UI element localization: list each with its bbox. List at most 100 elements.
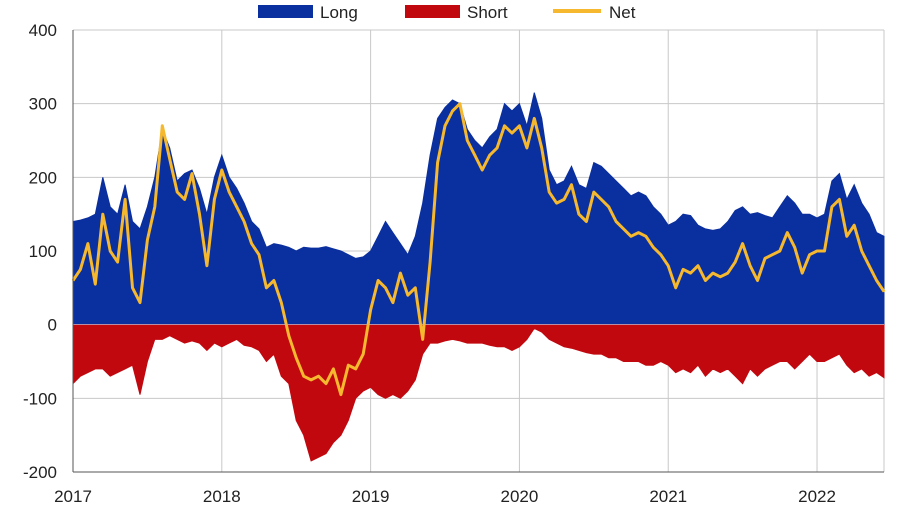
legend-item-net: Net [553,3,636,22]
net-data-point [154,206,156,208]
x-tick-label: 2022 [798,487,836,506]
legend-swatch-short [405,5,460,18]
net-data-point [779,250,781,252]
net-data-point [109,250,111,252]
net-data-point [474,154,476,156]
net-data-point [206,264,208,267]
y-tick-label: 400 [29,21,57,40]
net-data-point [161,125,164,127]
net-data-point [741,242,744,245]
net-data-point [607,206,610,208]
net-data-point [79,268,82,271]
net-data-point [846,235,848,238]
x-tick-label: 2020 [501,487,539,506]
net-data-point [875,279,878,282]
net-data-point [801,272,803,274]
net-data-point [347,364,350,367]
net-data-point [444,125,446,127]
net-data-point [87,242,89,245]
short-series-area [72,324,885,462]
net-data-point [570,183,573,186]
net-data-point [466,139,469,142]
net-data-point [548,191,550,193]
y-tick-label: 200 [29,168,57,187]
axes: 400 300 200 100 0 -100 -200 2017 2018 2019 2020 202… [23,21,884,506]
net-data-point [354,368,357,370]
net-data-point [622,228,625,230]
net-data-point [660,253,662,256]
net-data-point [213,198,216,201]
long-series-area [72,92,885,326]
net-data-point [384,287,387,289]
net-data-point [399,272,402,274]
net-data-point [593,191,595,193]
net-data-point [332,368,335,370]
net-data-point [183,198,186,201]
net-data-point [630,235,632,238]
net-data-point [280,301,283,304]
net-data-point [302,375,305,378]
net-data-point [265,287,268,289]
net-data-point [526,147,528,149]
net-data-point [146,239,149,241]
net-data-point [645,235,647,238]
net-data-point [637,231,640,234]
net-data-point [124,198,126,201]
net-data-point [697,264,699,267]
net-data-point [585,220,588,223]
net-data-point [273,279,275,282]
net-data-point [414,287,417,289]
net-data-point [578,213,580,215]
net-data-point [689,272,692,274]
net-data-point [250,242,253,245]
net-data-point [667,264,669,267]
net-data-point [540,147,543,149]
y-tick-label: 0 [48,316,57,335]
net-data-point [600,198,603,201]
x-tick-label: 2018 [203,487,241,506]
net-data-point [168,158,171,160]
legend-label-short: Short [467,3,508,22]
net-data-point [503,125,506,127]
net-data-point [102,213,104,215]
net-series-line [71,102,886,397]
net-data-point [652,246,655,249]
net-data-point [518,125,521,127]
net-data-point [295,357,298,359]
net-data-point [362,353,365,355]
y-tick-label: -200 [23,463,57,482]
net-data-point [429,261,431,263]
net-data-point [831,206,833,208]
net-data-point [228,191,230,193]
net-data-point [325,382,327,385]
net-data-point [883,290,885,293]
net-data-point [771,253,774,256]
legend-label-net: Net [609,3,636,22]
net-data-point [786,231,789,234]
legend-label-long: Long [320,3,358,22]
x-tick-label: 2019 [352,487,390,506]
legend-item-long: Long [258,3,358,22]
net-data-point [116,261,119,263]
net-data-point [533,117,536,120]
x-tick-label: 2017 [54,487,92,506]
net-data-point [94,283,97,285]
net-data-point [749,264,751,267]
net-data-point [392,301,394,304]
net-data-point [793,246,796,249]
data-areas [72,92,885,462]
net-data-point [563,198,565,201]
net-data-point [488,154,491,156]
net-data-point [340,393,342,396]
net-data-point [727,272,729,274]
net-data-point [369,309,372,311]
net-data-point [243,220,245,223]
x-tick-label: 2021 [649,487,687,506]
net-data-point [235,206,238,208]
net-data-point [868,264,870,267]
net-data-point [436,161,439,164]
legend-item-short: Short [405,3,508,22]
net-data-point [481,169,484,171]
